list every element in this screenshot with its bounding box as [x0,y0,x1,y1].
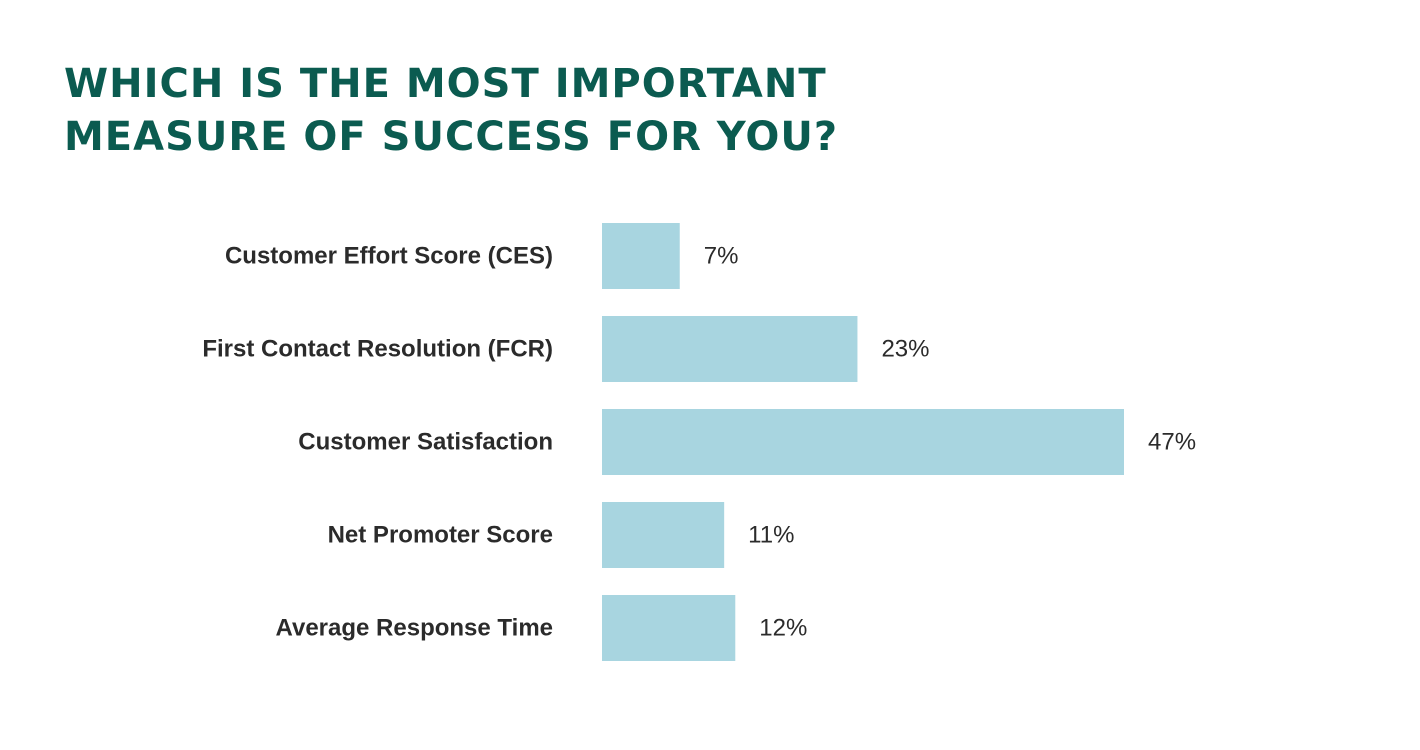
category-label-3: Customer Satisfaction [298,429,553,456]
bar-1 [602,223,680,289]
category-label-1: Customer Effort Score (CES) [225,243,553,270]
value-label-1: 7% [704,243,739,270]
chart-title-line-2: MEASURE OF SUCCESS FOR YOU? [64,114,839,160]
chart-title: WHICH IS THE MOST IMPORTANT MEASURE OF S… [64,58,964,164]
bar-4 [602,502,725,568]
chart-title-line-1: WHICH IS THE MOST IMPORTANT [64,61,827,107]
category-label-5: Average Response Time [276,615,553,642]
value-label-4: 11% [748,522,794,549]
category-label-2: First Contact Resolution (FCR) [202,336,553,363]
value-label-2: 23% [881,336,929,363]
value-label-3: 47% [1148,429,1196,456]
bar-5 [602,595,736,661]
bar-3 [602,409,1124,475]
category-label-4: Net Promoter Score [328,522,553,549]
bar-2 [602,316,858,382]
value-label-5: 12% [759,615,807,642]
